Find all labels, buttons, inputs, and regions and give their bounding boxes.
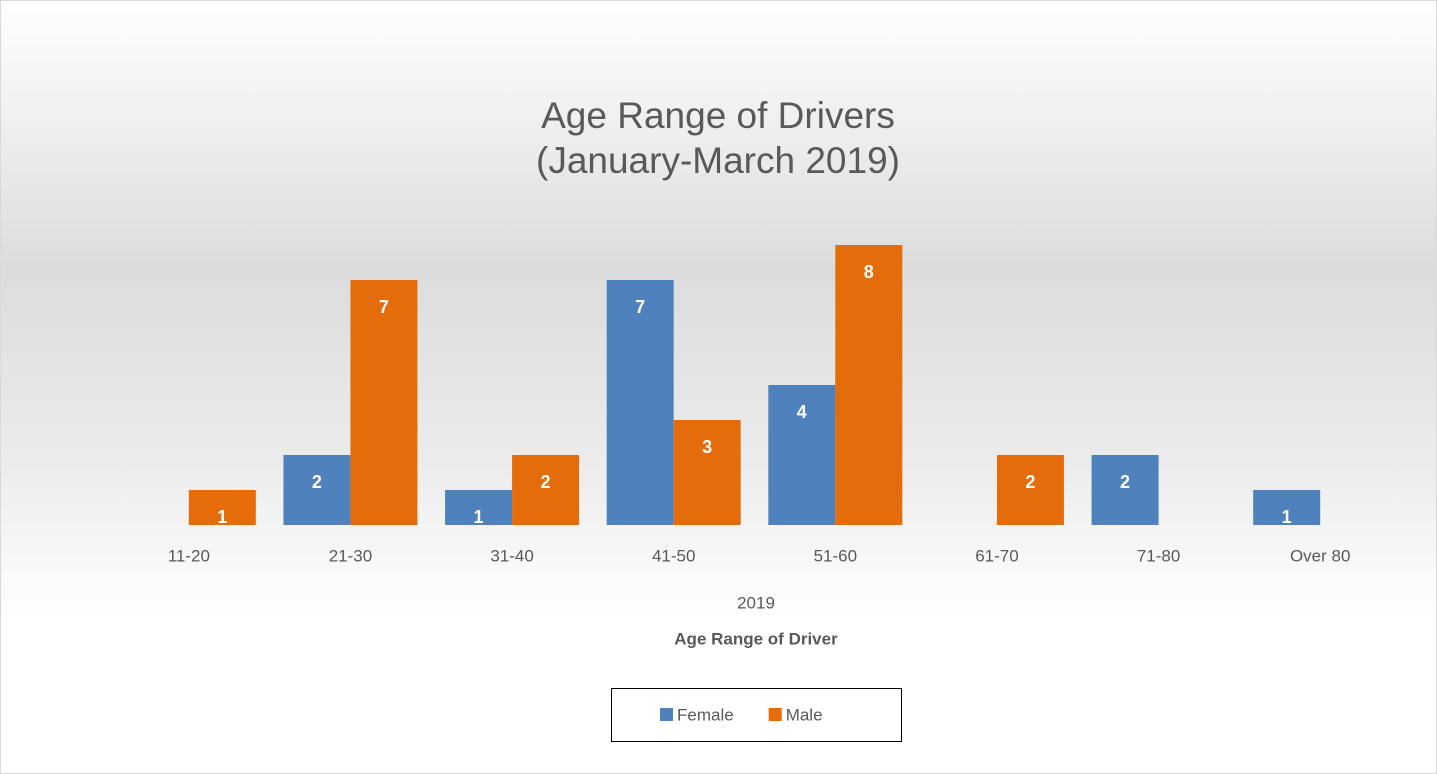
x-tick-label: 51-60 (814, 546, 857, 565)
x-tick-label: 11-20 (168, 546, 210, 565)
data-label: 8 (864, 262, 874, 282)
data-label: 3 (702, 437, 712, 457)
data-label: 1 (1282, 507, 1292, 527)
data-label: 2 (312, 472, 322, 492)
data-label: 7 (379, 297, 389, 317)
bar (606, 280, 674, 525)
legend-label: Female (677, 705, 734, 724)
bar (996, 455, 1064, 525)
bar (283, 455, 351, 525)
x-tick-label: Over 80 (1290, 546, 1350, 565)
data-label: 1 (474, 507, 484, 527)
x-tick-label: 21-30 (329, 546, 372, 565)
bar (768, 385, 836, 525)
x-group-label: 2019 (737, 593, 775, 612)
chart-subtitle: (January-March 2019) (536, 140, 900, 181)
bar (188, 490, 256, 525)
legend-box (611, 688, 902, 742)
x-tick-label: 31-40 (490, 546, 533, 565)
bar (512, 455, 580, 525)
data-label: 2 (1025, 472, 1035, 492)
x-tick-label: 61-70 (975, 546, 1018, 565)
x-tick-label: 41-50 (652, 546, 695, 565)
bar (673, 420, 741, 525)
chart-title: Age Range of Drivers (541, 95, 895, 136)
legend-label: Male (786, 705, 823, 724)
bar (445, 490, 513, 525)
data-label: 7 (635, 297, 645, 317)
data-label: 1 (217, 507, 227, 527)
data-label: 4 (797, 402, 807, 422)
bar (1253, 490, 1321, 525)
x-tick-label: 71-80 (1137, 546, 1180, 565)
bar (835, 245, 903, 525)
data-label: 2 (541, 472, 551, 492)
bar (1091, 455, 1159, 525)
bar (350, 280, 418, 525)
x-axis-title: Age Range of Driver (674, 629, 838, 648)
legend-swatch (768, 708, 782, 721)
data-label: 2 (1120, 472, 1130, 492)
legend-swatch (660, 708, 673, 721)
